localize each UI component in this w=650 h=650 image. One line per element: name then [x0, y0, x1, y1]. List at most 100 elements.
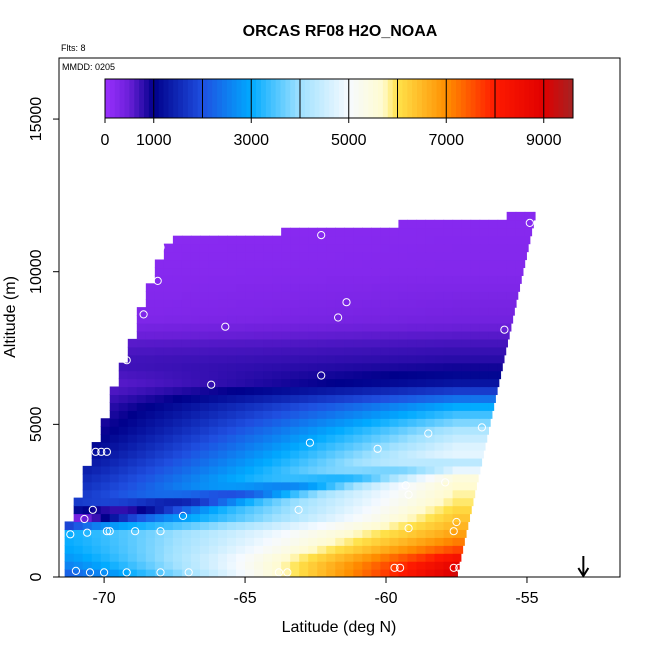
- heatmap-cell: [236, 402, 246, 411]
- heatmap-cell: [281, 227, 291, 237]
- heatmap-cell: [470, 283, 481, 292]
- heatmap-cell: [154, 259, 165, 269]
- heatmap-cell: [434, 227, 445, 237]
- heatmap-cell: [100, 545, 111, 554]
- heatmap-cell: [335, 569, 345, 577]
- heatmap-cell: [425, 545, 436, 554]
- heatmap-cell: [416, 497, 427, 507]
- heatmap-cell: [290, 473, 300, 483]
- heatmap-cell: [488, 299, 499, 308]
- heatmap-cell: [136, 553, 147, 562]
- heatmap-cell: [461, 307, 472, 316]
- heatmap-cell: [181, 465, 192, 475]
- heatmap-cell: [398, 537, 409, 546]
- heatmap-cell: [245, 283, 255, 292]
- heatmap-cell: [190, 378, 201, 388]
- heatmap-cell: [172, 402, 183, 411]
- heatmap-cell: [317, 378, 327, 388]
- heatmap-cell: [470, 394, 481, 403]
- heatmap-cell: [218, 497, 228, 507]
- heatmap-cell: [163, 394, 174, 403]
- heatmap-cell: [443, 291, 454, 300]
- heatmap-cell: [371, 434, 381, 443]
- heatmap-cell: [181, 426, 192, 435]
- colorbar-bin: [192, 79, 199, 118]
- colorbar-bin: [329, 79, 335, 118]
- heatmap-cell: [208, 473, 219, 483]
- heatmap-cell: [407, 481, 418, 491]
- heatmap-cell: [263, 537, 273, 546]
- heatmap-cell: [109, 386, 120, 396]
- heatmap-cell: [353, 497, 363, 507]
- heatmap-cell: [335, 330, 345, 340]
- heatmap-cell: [136, 529, 147, 538]
- heatmap-cell: [245, 243, 255, 253]
- heatmap-cell: [218, 418, 228, 427]
- heatmap-cell: [398, 259, 409, 269]
- heatmap-cell: [380, 251, 390, 261]
- heatmap-cell: [218, 283, 228, 292]
- heatmap-cell: [362, 505, 372, 515]
- heatmap-cell: [82, 521, 93, 530]
- heatmap-cell: [181, 338, 192, 348]
- heatmap-cell: [181, 235, 192, 245]
- heatmap-cell: [181, 457, 192, 467]
- heatmap-cell: [407, 410, 418, 419]
- sample-point: [122, 356, 131, 365]
- heatmap-cell: [208, 418, 219, 427]
- heatmap-cell: [236, 561, 246, 570]
- heatmap-cell: [218, 569, 228, 577]
- heatmap-cell: [163, 553, 174, 562]
- heatmap-cell: [172, 243, 183, 253]
- heatmap-cell: [317, 307, 327, 316]
- heatmap-cell: [407, 251, 418, 261]
- heatmap-cell: [172, 330, 183, 340]
- heatmap-cell: [344, 473, 354, 483]
- heatmap-cell: [479, 259, 490, 269]
- heatmap-cell: [389, 378, 400, 388]
- heatmap-cell: [82, 505, 93, 515]
- colorbar-bin: [153, 79, 160, 118]
- heatmap-cell: [299, 442, 309, 451]
- heatmap-cell: [263, 362, 273, 372]
- heatmap-cell: [227, 450, 237, 459]
- heatmap-cell: [488, 370, 499, 380]
- heatmap-cell: [190, 434, 201, 443]
- colorbar-bin: [412, 79, 418, 118]
- heatmap-cell: [407, 465, 418, 475]
- heatmap-cell: [452, 307, 463, 316]
- heatmap-cell: [335, 283, 345, 292]
- heatmap-cell: [254, 251, 264, 261]
- colorbar-bin: [407, 79, 413, 118]
- heatmap-cell: [181, 307, 192, 316]
- heatmap-cell: [407, 537, 418, 546]
- heatmap-cell: [380, 442, 390, 451]
- colorbar-bin: [353, 79, 360, 118]
- heatmap-cell: [524, 211, 535, 221]
- heatmap-cell: [190, 394, 201, 403]
- heatmap-cell: [452, 553, 462, 562]
- colorbar-bin: [148, 79, 155, 118]
- heatmap-cell: [172, 386, 183, 396]
- sample-point: [390, 563, 399, 572]
- heatmap-cell: [353, 291, 363, 300]
- colorbar-bin: [173, 79, 179, 118]
- heatmap-cell: [299, 505, 309, 515]
- heatmap-cell: [118, 529, 129, 538]
- heatmap-cell: [434, 497, 445, 507]
- heatmap-cell: [380, 227, 390, 237]
- heatmap-cell: [353, 299, 363, 308]
- heatmap-cell: [335, 529, 345, 538]
- heatmap-cell: [461, 378, 472, 388]
- heatmap-cell: [371, 537, 381, 546]
- heatmap-cell: [136, 346, 147, 356]
- heatmap-cell: [245, 418, 255, 427]
- heatmap-cell: [199, 299, 210, 308]
- heatmap-cell: [416, 489, 427, 499]
- heatmap-cell: [145, 402, 156, 411]
- heatmap-cell: [362, 545, 372, 554]
- heatmap-cell: [227, 473, 237, 483]
- colorbar-bin: [568, 79, 574, 118]
- heatmap-cell: [82, 561, 93, 570]
- heatmap-cell: [227, 235, 237, 245]
